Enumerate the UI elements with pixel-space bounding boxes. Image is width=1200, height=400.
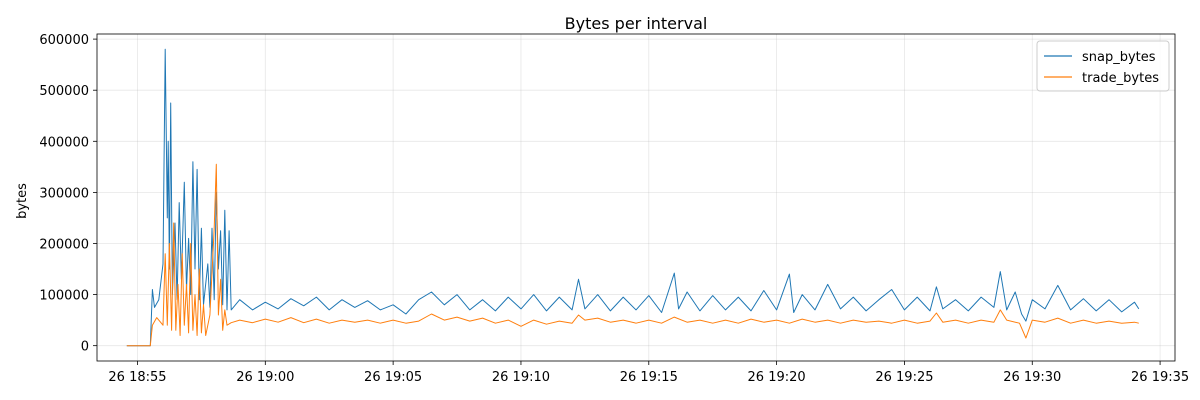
x-tick-label: 26 19:10 bbox=[492, 370, 550, 385]
x-tick-label: 26 19:35 bbox=[1131, 370, 1189, 385]
series-line-trade-bytes bbox=[126, 163, 1139, 347]
plot-frame bbox=[96, 33, 1176, 362]
y-tick-label: 400000 bbox=[39, 135, 89, 150]
legend-label-snap-bytes: snap_bytes bbox=[1082, 50, 1156, 65]
legend-label-trade-bytes: trade_bytes bbox=[1082, 71, 1159, 86]
y-tick-label: 100000 bbox=[39, 289, 89, 304]
x-tick-label: 26 19:05 bbox=[364, 370, 422, 385]
x-tick-label: 26 19:00 bbox=[236, 370, 294, 385]
legend: snap_bytes trade_bytes bbox=[1036, 40, 1170, 92]
grid-layer bbox=[97, 34, 1175, 361]
y-tick-label: 0 bbox=[81, 340, 89, 355]
y-tick-label: 300000 bbox=[39, 186, 89, 201]
series-line-snap-bytes bbox=[126, 48, 1140, 347]
tick-layer: 26 18:55 26 19:00 26 19:05 26 19:10 26 19:15… bbox=[39, 33, 1189, 385]
y-axis-title: bytes bbox=[15, 183, 30, 219]
y-tick-label: 600000 bbox=[39, 33, 89, 48]
x-tick-label: 26 19:20 bbox=[748, 370, 806, 385]
x-tick-label: 26 19:30 bbox=[1003, 370, 1061, 385]
chart-title: Bytes per interval bbox=[565, 14, 708, 33]
series-layer bbox=[126, 48, 1140, 347]
y-tick-label: 200000 bbox=[39, 237, 89, 252]
y-tick-label: 500000 bbox=[39, 84, 89, 99]
x-tick-label: 26 18:55 bbox=[108, 370, 166, 385]
x-tick-label: 26 19:15 bbox=[620, 370, 678, 385]
legend-box bbox=[1036, 40, 1170, 92]
x-tick-label: 26 19:25 bbox=[875, 370, 933, 385]
